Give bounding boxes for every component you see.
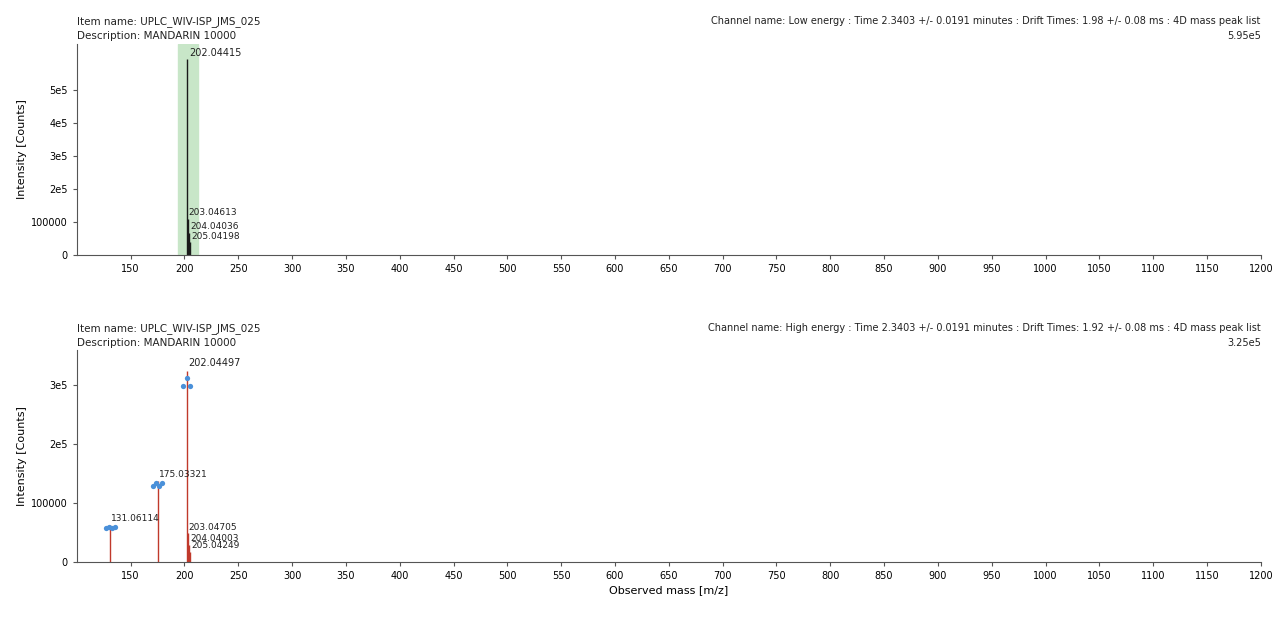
Text: Description: MANDARIN 10000: Description: MANDARIN 10000 xyxy=(77,338,236,348)
Text: 204.04036: 204.04036 xyxy=(189,222,238,232)
Text: Channel name: High energy : Time 2.3403 +/- 0.0191 minutes : Drift Times: 1.92 +: Channel name: High energy : Time 2.3403 … xyxy=(708,323,1261,333)
Text: 203.04613: 203.04613 xyxy=(188,208,237,217)
Text: 204.04003: 204.04003 xyxy=(189,534,238,544)
Text: 202.04497: 202.04497 xyxy=(188,358,241,368)
Text: Description: MANDARIN 10000: Description: MANDARIN 10000 xyxy=(77,31,236,41)
Text: 203.04705: 203.04705 xyxy=(188,523,237,532)
Text: Item name: UPLC_WIV-ISP_JMS_025: Item name: UPLC_WIV-ISP_JMS_025 xyxy=(77,323,260,334)
Y-axis label: Intensity [Counts]: Intensity [Counts] xyxy=(17,99,27,199)
Y-axis label: Intensity [Counts]: Intensity [Counts] xyxy=(17,406,27,506)
X-axis label: Observed mass [m/z]: Observed mass [m/z] xyxy=(609,585,728,595)
Text: 205.04198: 205.04198 xyxy=(191,232,239,240)
Text: 202.04415: 202.04415 xyxy=(188,47,241,57)
Text: Channel name: Low energy : Time 2.3403 +/- 0.0191 minutes : Drift Times: 1.98 +/: Channel name: Low energy : Time 2.3403 +… xyxy=(712,16,1261,26)
Text: 131.06114: 131.06114 xyxy=(111,514,160,524)
Bar xyxy=(178,44,198,255)
Text: 175.03321: 175.03321 xyxy=(159,470,207,479)
Text: 5.95e5: 5.95e5 xyxy=(1228,31,1261,41)
Text: 205.04249: 205.04249 xyxy=(191,541,239,550)
Text: Item name: UPLC_WIV-ISP_JMS_025: Item name: UPLC_WIV-ISP_JMS_025 xyxy=(77,16,260,27)
Text: 3.25e5: 3.25e5 xyxy=(1228,338,1261,348)
